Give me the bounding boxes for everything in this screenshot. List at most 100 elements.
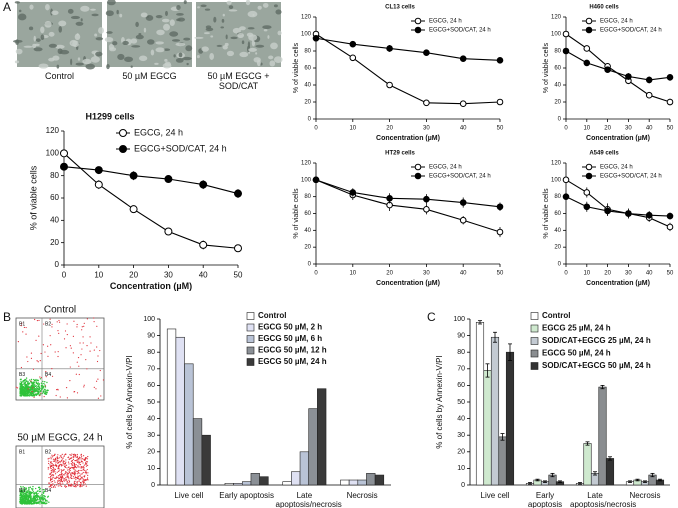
event-dot [24,387,26,389]
event-dot [37,385,40,388]
event-dot [96,325,98,327]
event-dot [57,330,59,332]
series-line [565,196,671,217]
cell [55,44,65,49]
event-dot [64,472,66,475]
bar [282,481,292,486]
y-tick-label: 20 [147,449,155,456]
event-dot [20,490,23,492]
event-dot [46,381,48,384]
event-dot [76,323,78,326]
cell [90,56,100,63]
data-point [349,54,357,62]
event-dot [83,479,85,481]
x-tick-label: 10 [583,125,590,131]
data-point [583,203,591,211]
event-dot [36,393,38,395]
cell [143,27,147,33]
data-point [423,195,430,203]
event-dot [99,369,101,372]
event-dot [85,473,87,475]
event-dot [44,384,46,386]
event-dot [32,485,34,488]
event-dot [78,463,80,465]
cell [209,52,215,60]
event-dot [82,342,84,344]
event-dot [27,382,29,385]
event-dot [55,463,57,465]
event-dot [78,472,80,474]
event-dot [74,469,76,471]
event-dot [86,478,88,480]
legend-label: EGCG 50 µM, 24 h [258,357,327,366]
cell [182,56,192,61]
y-tick-label: 30 [457,432,465,439]
event-dot [19,493,22,495]
event-dot [65,453,67,456]
event-dot [40,377,42,379]
cell [277,30,282,36]
event-dot [84,479,86,482]
event-dot [26,495,29,498]
event-dot [47,495,50,497]
panel-label: B [3,310,11,324]
x-tick-label: 20 [604,270,611,276]
event-dot [19,500,22,502]
event-dot [50,458,52,460]
y-tick-label: 60 [304,211,311,217]
event-dot [90,342,92,344]
event-dot [81,485,84,487]
data-point [459,199,467,206]
event-dot [61,456,63,459]
event-dot [72,472,74,474]
y-tick-label: 80 [304,194,311,200]
event-dot [87,456,89,458]
event-dot [33,394,35,396]
event-dot [66,333,68,336]
event-dot [43,490,46,493]
event-dot [35,491,37,494]
event-dot [69,469,71,472]
event-dot [20,501,23,503]
cell [248,47,257,52]
x-tick-label: 10 [94,271,103,280]
event-dot [21,492,24,494]
series-line [315,179,501,233]
event-dot [37,379,39,381]
x-axis-label: Concentration (µM) [376,135,440,142]
event-dot [80,466,82,468]
event-dot [85,462,87,465]
event-dot [96,360,99,363]
event-dot [32,387,34,389]
legend-swatch [246,312,255,320]
event-dot [36,360,38,362]
event-dot [22,331,24,333]
event-dot [23,486,26,489]
event-dot [36,495,39,497]
legend-marker [585,172,593,180]
event-dot [55,460,57,462]
event-dot [34,384,36,386]
event-dot [51,477,53,479]
event-dot [74,480,76,482]
event-dot [35,389,37,391]
legend-swatch [246,323,255,332]
x-tick-label: 10 [349,270,356,276]
event-dot [63,468,65,471]
event-dot [60,484,62,486]
event-dot [74,474,76,476]
cell [173,54,176,58]
event-dot [79,461,81,464]
event-dot [44,498,46,500]
event-dot [83,469,85,471]
data-point [625,210,632,217]
event-dot [79,342,81,344]
event-dot [79,474,81,477]
event-dot [38,391,40,393]
legend-label: EGCG, 24 h [600,165,633,171]
cell [262,25,272,30]
event-dot [64,462,66,465]
y-tick-label: 100 [301,32,312,38]
event-dot [50,461,52,463]
event-dot [93,386,95,388]
